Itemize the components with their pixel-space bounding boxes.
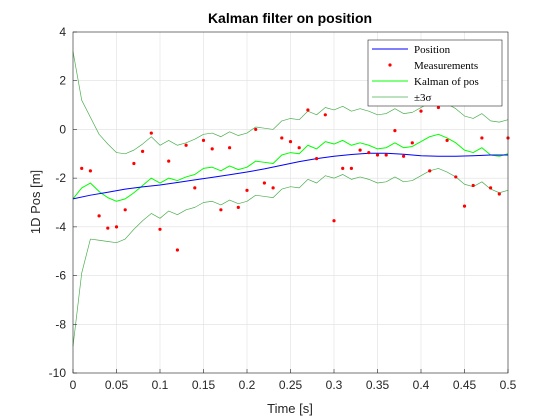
measurement-point	[167, 159, 171, 163]
measurement-point	[184, 143, 188, 147]
measurement-point	[375, 153, 380, 157]
measurement-point	[384, 153, 388, 157]
measurement-point	[132, 161, 136, 166]
measurement-point	[436, 105, 440, 110]
measurement-point	[271, 186, 275, 190]
measurement-point	[471, 183, 475, 188]
x-tick-label: 0.35	[366, 378, 390, 392]
measurement-point	[106, 226, 110, 230]
legend-swatch-measurements	[388, 63, 392, 67]
measurement-point	[175, 248, 179, 252]
measurement-point	[236, 205, 240, 209]
measurement-point	[219, 208, 223, 212]
legend: Position Measurements Kalman of pos ±3σ	[367, 39, 503, 107]
measurement-point	[210, 147, 214, 151]
measurement-point	[323, 113, 327, 117]
x-tick-label: 0.3	[326, 378, 343, 392]
y-tick-label: 4	[59, 25, 66, 39]
measurement-point	[402, 154, 406, 158]
measurement-point	[123, 208, 127, 212]
x-tick-label: 0.2	[239, 378, 256, 392]
legend-label-sigma: ±3σ	[414, 92, 432, 104]
x-axis: 0 0.05 0.1 0.15 0.2 0.25 0.3 0.35 0.4 0.45 0.5	[70, 369, 517, 392]
measurement-point	[288, 140, 293, 144]
y-tick-label: -10	[49, 366, 67, 380]
x-tick-label: 0.5	[500, 378, 517, 392]
legend-label-kalman: Kalman of pos	[414, 76, 479, 88]
x-tick-label: 0.4	[413, 378, 430, 392]
measurement-point	[297, 146, 301, 150]
measurement-point	[462, 204, 467, 208]
measurement-point	[393, 129, 397, 133]
y-tick-label: -2	[55, 171, 66, 185]
measurement-point	[280, 136, 284, 140]
measurement-point	[367, 150, 371, 155]
chart-title: Kalman filter on position	[208, 10, 372, 26]
legend-box	[367, 39, 503, 107]
x-tick-label: 0.1	[152, 378, 169, 392]
measurement-point	[349, 166, 353, 170]
measurement-point	[254, 127, 258, 132]
x-tick-label: 0.45	[453, 378, 477, 392]
y-tick-label: -6	[55, 269, 66, 283]
y-tick-label: -4	[55, 220, 66, 234]
measurement-point	[454, 175, 458, 179]
y-tick-label: 2	[59, 74, 66, 88]
measurement-point	[410, 141, 414, 145]
measurement-point	[158, 227, 162, 231]
legend-label-position: Position	[414, 44, 451, 56]
measurement-point	[193, 186, 197, 190]
measurement-point	[114, 225, 119, 229]
measurement-point	[341, 166, 345, 170]
measurement-point	[306, 108, 310, 112]
measurement-point	[149, 131, 153, 135]
measurement-point	[245, 188, 249, 192]
measurement-point	[315, 157, 319, 161]
series-position-line	[72, 152, 508, 200]
legend-label-measurements: Measurements	[414, 60, 478, 72]
measurement-point	[428, 169, 432, 173]
measurement-point	[97, 214, 101, 218]
measurement-point	[262, 181, 266, 185]
x-tick-label: 0.15	[192, 378, 216, 392]
y-tick-label: -8	[55, 317, 66, 331]
series-kalman-line	[72, 133, 509, 202]
measurement-point	[88, 169, 92, 173]
measurement-point	[489, 186, 493, 190]
x-tick-label: 0.25	[279, 378, 303, 392]
measurement-point	[141, 149, 145, 153]
measurement-point	[332, 219, 336, 223]
y-tick-label: 0	[59, 122, 66, 136]
y-axis: -10 -8 -6 -4 -2 0 2 4	[49, 25, 77, 380]
measurement-point	[419, 109, 423, 113]
measurement-point	[201, 138, 206, 142]
measurement-point	[80, 166, 84, 170]
measurement-point	[497, 192, 501, 196]
x-axis-label: Time [s]	[267, 401, 313, 416]
measurement-point	[228, 146, 232, 150]
y-axis-label: 1D Pos [m]	[28, 170, 43, 234]
x-tick-label: 0	[70, 378, 77, 392]
measurement-point	[480, 136, 484, 140]
x-tick-label: 0.05	[105, 378, 129, 392]
measurement-point	[445, 138, 449, 142]
measurement-point	[358, 148, 362, 152]
series-sigma-lower-line	[72, 168, 509, 347]
